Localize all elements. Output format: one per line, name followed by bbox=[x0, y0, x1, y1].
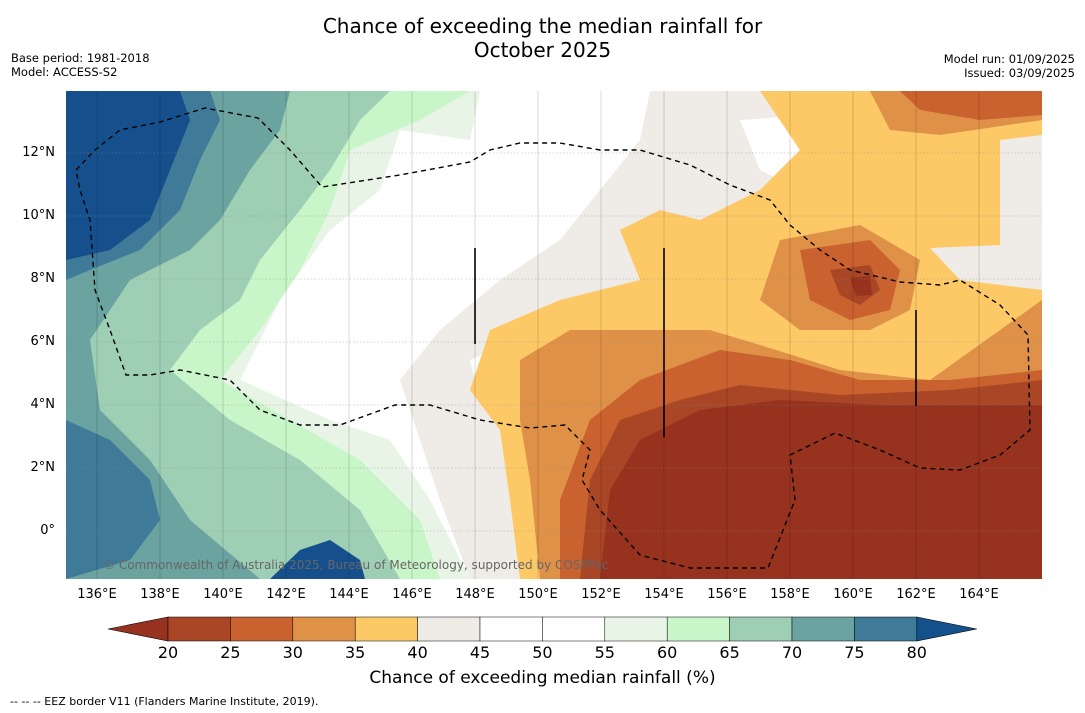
colorbar-segment bbox=[542, 616, 606, 642]
x-tick-label: 160°E bbox=[833, 587, 873, 602]
x-tick-label: 148°E bbox=[455, 587, 495, 602]
colorbar-tick-label: 70 bbox=[781, 643, 803, 662]
colorbar-low-extend bbox=[107, 616, 169, 642]
meta-right: Model run: 01/09/2025 Issued: 03/09/2025 bbox=[944, 52, 1075, 80]
boundary-lines bbox=[474, 248, 917, 437]
y-tick-label: 10°N bbox=[22, 208, 55, 223]
y-tick-label: 6°N bbox=[30, 334, 56, 349]
colorbar-segment bbox=[729, 616, 793, 642]
map-area bbox=[66, 91, 1042, 579]
colorbar-tick-label: 45 bbox=[469, 643, 491, 662]
title-line-1: Chance of exceeding the median rainfall … bbox=[322, 14, 763, 38]
x-tick-label: 136°E bbox=[77, 587, 117, 602]
x-tick-label: 152°E bbox=[581, 587, 621, 602]
x-tick-label: 154°E bbox=[644, 587, 684, 602]
colorbar-tick-label: 80 bbox=[906, 643, 927, 662]
band-below-20 bbox=[600, 276, 1042, 579]
colorbar-tick-label: 60 bbox=[657, 643, 678, 662]
colorbar-segment bbox=[479, 616, 543, 642]
meta-left: Base period: 1981-2018 Model: ACCESS-S2 bbox=[11, 51, 150, 79]
colorbar-segment bbox=[791, 616, 855, 642]
band-80-extend bbox=[66, 91, 190, 260]
x-tick-label: 144°E bbox=[329, 587, 369, 602]
colorbar-segment bbox=[417, 616, 481, 642]
x-tick-label: 138°E bbox=[140, 587, 180, 602]
x-tick-label: 156°E bbox=[707, 587, 747, 602]
title-line-2: October 2025 bbox=[473, 38, 612, 62]
grid-lines bbox=[66, 152, 1042, 532]
colorbar-segment bbox=[354, 616, 418, 642]
eez-border bbox=[75, 107, 1031, 569]
x-tick-label: 158°E bbox=[770, 587, 810, 602]
colorbar-tick-label: 35 bbox=[345, 643, 366, 662]
model-name: Model: ACCESS-S2 bbox=[11, 65, 118, 79]
y-tick-label: 12°N bbox=[22, 145, 55, 160]
colorbar-title: Chance of exceeding median rainfall (%) bbox=[369, 668, 716, 688]
colorbar bbox=[107, 616, 977, 642]
colorbar-tick-label: 40 bbox=[407, 643, 428, 662]
colorbar-tick-label: 65 bbox=[719, 643, 740, 662]
colorbar-high-extend bbox=[916, 616, 977, 642]
issued-date: Issued: 03/09/2025 bbox=[964, 66, 1075, 80]
model-run: Model run: 01/09/2025 bbox=[943, 52, 1075, 66]
colorbar-segment bbox=[854, 616, 918, 642]
band-lower-left-blue bbox=[66, 420, 160, 579]
x-tick-label: 142°E bbox=[266, 587, 306, 602]
colorbar-tick-label: 25 bbox=[220, 643, 241, 662]
y-tick-label: 0° bbox=[40, 523, 55, 538]
y-tick-label: 2°N bbox=[30, 460, 56, 475]
x-tick-label: 164°E bbox=[959, 587, 999, 602]
x-tick-label: 146°E bbox=[392, 587, 432, 602]
y-tick-label: 8°N bbox=[30, 271, 56, 286]
colorbar-segment bbox=[666, 616, 730, 642]
eez-footnote: -- -- -- EEZ border V11 (Flanders Marine… bbox=[10, 695, 319, 708]
colorbar-tick-label: 30 bbox=[282, 643, 303, 662]
chart-title: Chance of exceeding the median rainfall … bbox=[0, 14, 1085, 62]
y-tick-label: 4°N bbox=[30, 397, 56, 412]
colorbar-tick-label: 75 bbox=[844, 643, 865, 662]
colorbar-segment bbox=[292, 616, 356, 642]
x-tick-label: 162°E bbox=[896, 587, 936, 602]
colorbar-tick-label: 50 bbox=[532, 643, 553, 662]
colorbar-segment bbox=[604, 616, 668, 642]
base-period: Base period: 1981-2018 bbox=[11, 51, 150, 65]
x-tick-label: 150°E bbox=[518, 587, 558, 602]
colorbar-tick-label: 20 bbox=[157, 643, 179, 662]
colorbar-segment bbox=[167, 616, 231, 642]
x-tick-label: 140°E bbox=[203, 587, 243, 602]
band-bottom-blue bbox=[270, 540, 365, 579]
copyright-note: © Commonwealth of Australia 2025, Bureau… bbox=[103, 558, 609, 572]
colorbar-tick-label: 55 bbox=[594, 643, 615, 662]
colorbar-segment bbox=[230, 616, 294, 642]
